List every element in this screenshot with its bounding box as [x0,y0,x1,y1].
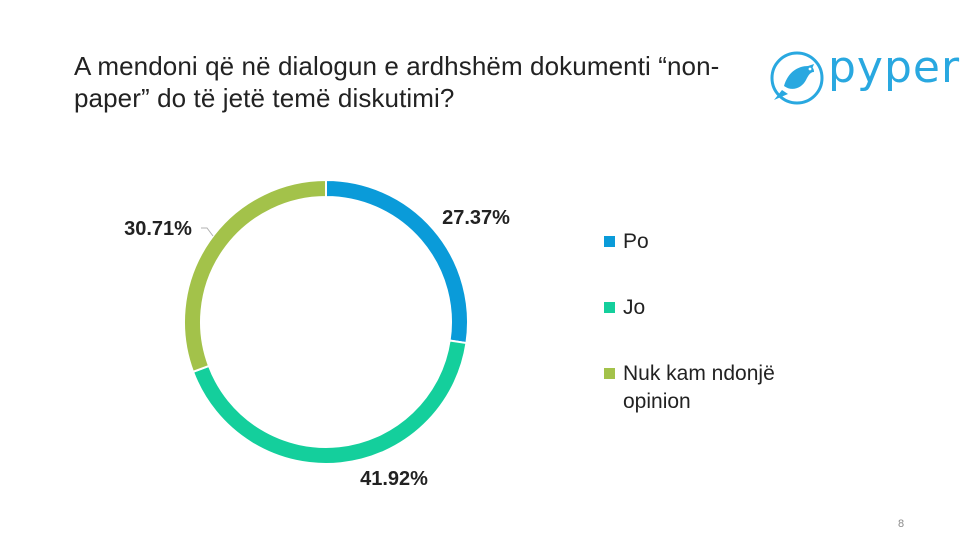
legend-label-po: Po [623,230,649,253]
legend-swatch-no-opinion [604,368,615,379]
legend-swatch-jo [604,302,615,313]
page-number: 8 [898,518,905,530]
legend-label-jo: Jo [623,296,646,319]
bird-icon [770,51,824,105]
legend-label-no-opinion: Nuk kam ndonjë opinion [623,362,775,413]
legend-item-no-opinion: Nuk kam ndonjë opinion [604,360,844,416]
data-label-jo: 41.92% [360,468,428,490]
donut-slice-no-opinion [183,178,327,374]
legend-swatch-po [604,236,615,247]
donut-slice-jo [191,339,468,465]
chart-legend: Po Jo Nuk kam ndonjë opinion [604,228,844,454]
logo-text: pyper [828,42,961,93]
slide-title: A mendoni që në dialogun e ardhshëm doku… [74,51,720,113]
pyper-logo: pyper [768,42,961,114]
data-label-po: 27.37% [442,207,510,229]
leader-line-no-opinion [201,227,214,237]
legend-item-jo: Jo [604,294,844,322]
donut-slice-po [325,178,469,345]
legend-item-po: Po [604,228,844,256]
data-label-no-opinion: 30.71% [124,218,192,240]
